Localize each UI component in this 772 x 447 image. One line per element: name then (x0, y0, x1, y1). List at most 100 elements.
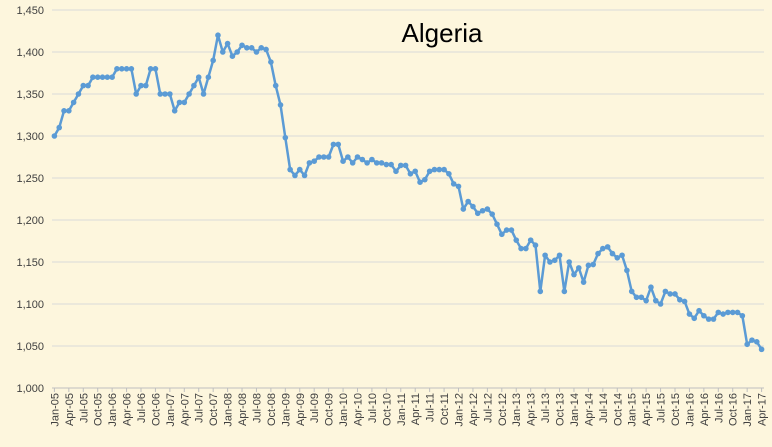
x-tick-label: Oct-06 (150, 393, 162, 426)
data-point (118, 66, 125, 72)
data-point (75, 91, 82, 97)
data-point (729, 309, 736, 316)
x-tick-label: Jul-10 (367, 393, 379, 423)
data-point (494, 221, 500, 227)
x-tick-label: Jan-08 (223, 393, 235, 427)
data-point (585, 262, 592, 269)
data-point (441, 166, 447, 173)
x-tick-label: Apr-10 (352, 393, 364, 426)
data-point (662, 288, 669, 295)
data-point (595, 250, 601, 257)
x-tick-label: Jul-15 (656, 393, 668, 423)
data-point (677, 297, 683, 303)
data-point (744, 341, 750, 348)
data-point (657, 301, 664, 307)
x-tick-label: Apr-06 (122, 393, 134, 426)
data-point (383, 161, 390, 168)
data-point (556, 252, 563, 259)
data-point (186, 91, 192, 97)
data-point (527, 237, 534, 243)
data-point (523, 245, 529, 252)
data-point (450, 181, 457, 187)
y-tick-label: 1,300 (16, 131, 44, 143)
x-tick-label: Apr-14 (583, 393, 595, 426)
data-point (311, 158, 317, 164)
data-point (354, 154, 361, 160)
x-tick-label: Oct-16 (728, 393, 740, 426)
data-point (70, 99, 77, 106)
x-tick-label: Oct-15 (670, 393, 682, 426)
data-point (80, 82, 87, 89)
data-point (90, 74, 96, 80)
x-tick-label: Jul-12 (482, 393, 494, 423)
data-point (561, 288, 568, 295)
data-point (720, 311, 726, 317)
x-tick-label: Apr-11 (410, 393, 422, 425)
data-point (412, 168, 419, 175)
x-tick-label: Jul-16 (713, 393, 725, 423)
data-point (725, 309, 731, 316)
y-tick-label: 1,350 (16, 89, 44, 101)
y-tick-label: 1,150 (16, 257, 44, 269)
x-tick-label: Apr-15 (641, 393, 653, 426)
data-point (224, 40, 231, 47)
x-tick-label: Oct-05 (93, 393, 105, 426)
x-tick-label: Jan-11 (396, 393, 408, 426)
data-point (345, 154, 351, 160)
data-point (638, 294, 645, 301)
y-tick-label: 1,450 (16, 5, 44, 17)
data-point (244, 45, 250, 51)
data-point (128, 66, 135, 72)
data-point (138, 82, 144, 89)
data-point (532, 242, 539, 248)
data-point (667, 291, 673, 297)
data-point (258, 45, 265, 51)
data-point (104, 74, 111, 80)
x-tick-label: Jan-14 (569, 393, 581, 427)
data-point (287, 166, 293, 173)
data-point (455, 183, 462, 190)
y-tick-label: 1,000 (16, 383, 44, 395)
data-point (359, 156, 366, 163)
x-tick-label: Apr-09 (295, 393, 307, 426)
data-point (460, 206, 467, 212)
x-tick-label: Jan-06 (107, 393, 119, 427)
data-point (330, 141, 337, 148)
x-tick-label: Jan-16 (684, 393, 696, 427)
data-point (66, 108, 72, 114)
data-point (263, 46, 269, 53)
data-point (705, 316, 712, 322)
data-point (61, 108, 67, 114)
data-point (643, 297, 649, 304)
data-point (696, 307, 702, 314)
data-point (277, 102, 284, 108)
x-tick-label: Oct-08 (266, 393, 278, 426)
data-point (648, 284, 654, 291)
data-point (633, 294, 640, 301)
data-point (147, 66, 154, 72)
data-point (56, 124, 63, 131)
y-tick-label: 1,400 (16, 47, 44, 59)
data-point (590, 261, 597, 268)
data-point (248, 45, 255, 51)
x-tick-label: Apr-05 (64, 393, 76, 426)
data-point (397, 162, 404, 169)
data-point (378, 160, 385, 166)
x-tick-label: Jan-12 (454, 393, 466, 427)
x-tick-label: Apr-08 (237, 393, 249, 426)
data-point (575, 265, 582, 271)
data-point (580, 279, 587, 285)
data-point (446, 171, 452, 177)
data-point (499, 231, 505, 238)
data-point (547, 259, 553, 265)
x-tick-label: Jul-11 (425, 393, 437, 422)
data-point (513, 237, 520, 243)
x-tick-label: Jul-13 (540, 393, 552, 423)
x-tick-label: Jan-09 (280, 393, 292, 427)
data-point (503, 227, 510, 233)
x-tick-label: Jan-13 (511, 393, 523, 427)
data-point (306, 160, 313, 166)
data-point (672, 291, 678, 297)
